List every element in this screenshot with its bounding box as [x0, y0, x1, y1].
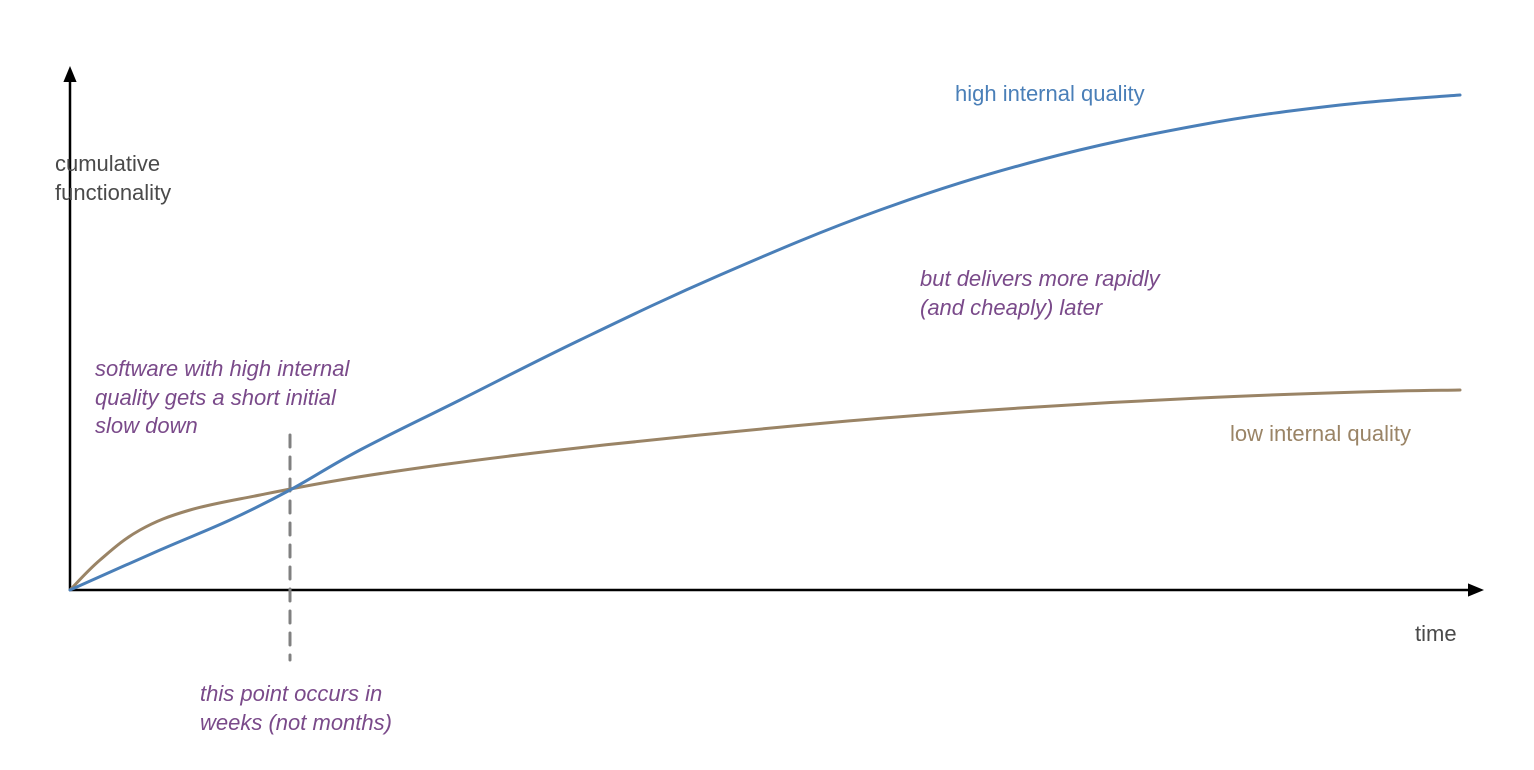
chart-container: cumulative functionality time high inter…: [0, 0, 1534, 770]
series-line-high-quality: [70, 95, 1460, 590]
x-axis-arrow-icon: [1468, 583, 1484, 596]
annotation-initial-slowdown: software with high internal quality gets…: [95, 355, 349, 441]
annotation-crossover-point: this point occurs in weeks (not months): [200, 680, 392, 737]
y-axis-arrow-icon: [63, 66, 76, 82]
y-axis-label: cumulative functionality: [55, 150, 171, 207]
series-label-low-quality: low internal quality: [1230, 420, 1411, 449]
series-label-high-quality: high internal quality: [955, 80, 1145, 109]
x-axis-label: time: [1415, 620, 1457, 649]
annotation-delivers-more: but delivers more rapidly (and cheaply) …: [920, 265, 1160, 322]
